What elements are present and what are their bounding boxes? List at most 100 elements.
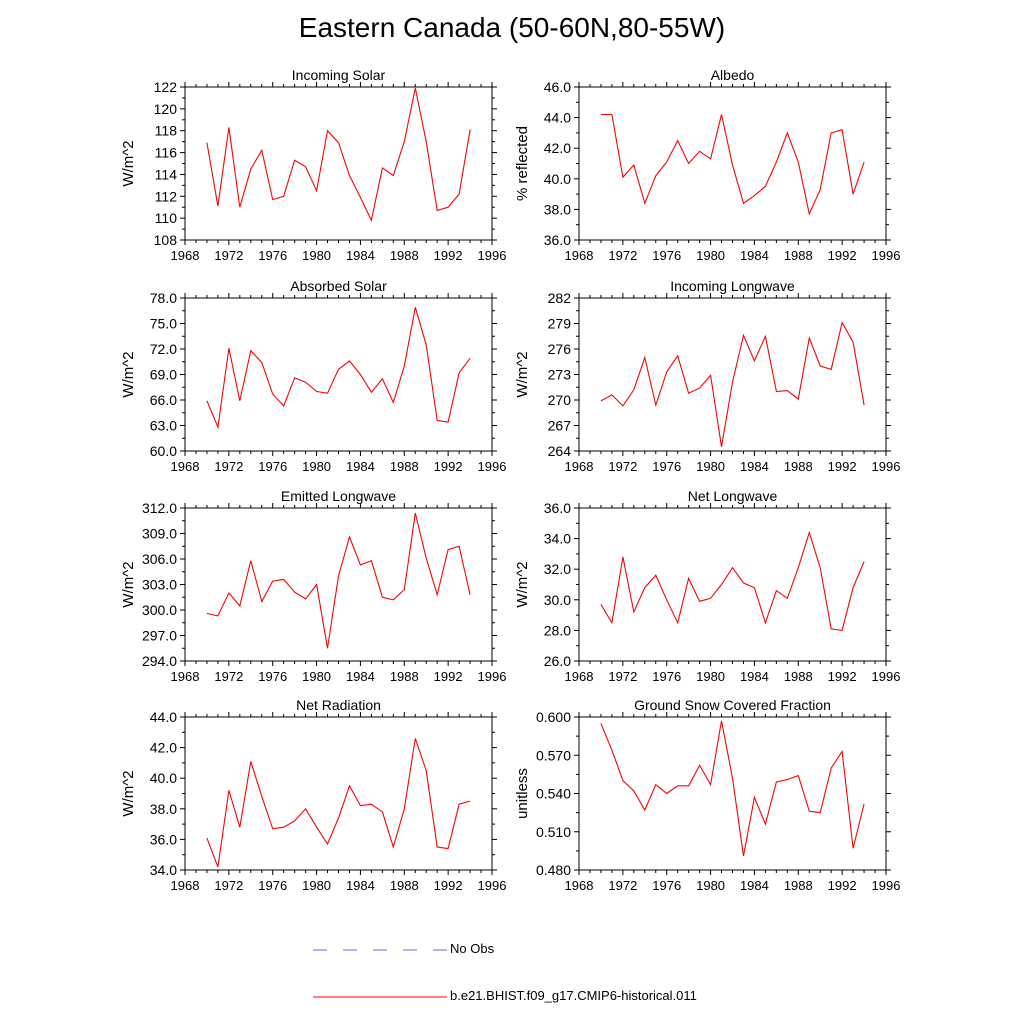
chart-panel: Emitted Longwave W/m^2 1968 1972 1976 1980 198… xyxy=(120,488,506,684)
y-tick-label: 303.0 xyxy=(142,577,177,593)
chart-panel: Absorbed Solar W/m^2 1968 1972 1976 1980 1984 1… xyxy=(120,278,506,474)
x-tick-label: 1992 xyxy=(434,669,463,684)
x-tick-label: 1968 xyxy=(171,459,200,474)
chart-panel: Net Radiation W/m^2 1968 1972 1976 1980 1984 19… xyxy=(120,697,506,893)
chart-title: Absorbed Solar xyxy=(290,278,387,294)
y-tick-label: 279 xyxy=(548,316,572,332)
x-tick-label: 1984 xyxy=(346,459,375,474)
y-tick-label: 36.0 xyxy=(544,232,571,248)
y-tick-label: 120 xyxy=(154,101,178,117)
y-tick-label: 40.0 xyxy=(544,171,571,187)
chart-title: Incoming Solar xyxy=(292,67,386,83)
series-line xyxy=(206,738,471,868)
series-line xyxy=(600,321,865,447)
y-tick-label: 72.0 xyxy=(150,341,177,357)
x-tick-label: 1972 xyxy=(214,878,243,893)
chart-panel: Net Longwave W/m^2 1968 1972 1976 1980 1984 198… xyxy=(514,488,900,684)
y-axis-label: % reflected xyxy=(514,126,531,201)
y-tick-label: 60.0 xyxy=(150,443,177,459)
y-tick-label: 42.0 xyxy=(544,140,571,156)
x-tick-label: 1992 xyxy=(828,248,857,263)
y-tick-label: 306.0 xyxy=(142,551,177,567)
x-tick-label: 1996 xyxy=(872,459,901,474)
chart-panel: Incoming Solar W/m^2 1968 1972 1976 1980 1984 1… xyxy=(120,67,506,263)
x-tick-label: 1976 xyxy=(652,669,681,684)
y-tick-label: 34.0 xyxy=(150,862,177,878)
y-tick-label: 110 xyxy=(155,210,178,226)
x-tick-label: 1988 xyxy=(390,669,419,684)
y-tick-label: 122 xyxy=(154,79,178,95)
x-tick-label: 1972 xyxy=(608,248,637,263)
y-tick-label: 276 xyxy=(548,341,572,357)
x-tick-label: 1980 xyxy=(302,459,331,474)
chart-title: Net Longwave xyxy=(688,488,778,504)
x-tick-label: 1984 xyxy=(740,669,769,684)
y-tick-label: 118 xyxy=(155,123,178,139)
x-tick-label: 1968 xyxy=(171,878,200,893)
chart-title: Albedo xyxy=(711,67,755,83)
y-tick-label: 32.0 xyxy=(544,561,571,577)
x-tick-label: 1968 xyxy=(171,669,200,684)
y-tick-label: 44.0 xyxy=(150,709,177,725)
legend-obs-label: No Obs xyxy=(450,941,495,956)
plot-frame xyxy=(184,86,493,241)
x-tick-label: 1980 xyxy=(696,248,725,263)
y-tick-label: 297.0 xyxy=(142,628,177,644)
plot-frame xyxy=(184,507,493,662)
y-axis-label: W/m^2 xyxy=(120,351,137,397)
figure-title: Eastern Canada (50-60N,80-55W) xyxy=(298,12,726,43)
x-tick-label: 1988 xyxy=(784,878,813,893)
x-tick-label: 1992 xyxy=(434,248,463,263)
chart-title: Emitted Longwave xyxy=(281,488,396,504)
y-tick-label: 69.0 xyxy=(150,367,177,383)
x-tick-label: 1968 xyxy=(171,248,200,263)
x-tick-label: 1988 xyxy=(390,459,419,474)
x-tick-label: 1984 xyxy=(740,248,769,263)
x-tick-label: 1968 xyxy=(565,459,594,474)
legend-model-label: b.e21.BHIST.f09_g17.CMIP6-historical.011 xyxy=(450,988,697,1003)
x-tick-label: 1988 xyxy=(784,669,813,684)
y-tick-label: 40.0 xyxy=(150,770,177,786)
y-tick-label: 28.0 xyxy=(544,622,571,638)
x-tick-label: 1992 xyxy=(434,878,463,893)
y-axis-label: unitless xyxy=(514,768,531,819)
chart-title: Incoming Longwave xyxy=(670,278,795,294)
y-tick-label: 264 xyxy=(548,443,572,459)
legend-lines xyxy=(313,949,447,998)
y-tick-label: 44.0 xyxy=(544,110,571,126)
y-tick-label: 0.600 xyxy=(536,709,571,725)
plot-frame xyxy=(578,297,887,452)
y-tick-label: 0.480 xyxy=(536,862,571,878)
x-tick-label: 1992 xyxy=(828,669,857,684)
x-tick-label: 1992 xyxy=(828,878,857,893)
y-tick-label: 30.0 xyxy=(544,592,571,608)
x-tick-label: 1980 xyxy=(696,669,725,684)
chart-panel: Incoming Longwave W/m^2 1968 1972 1976 1980 19… xyxy=(514,278,900,474)
x-tick-label: 1984 xyxy=(740,459,769,474)
plot-frame xyxy=(184,716,493,871)
y-axis-label: W/m^2 xyxy=(514,351,531,397)
series-line xyxy=(206,87,471,222)
x-tick-label: 1968 xyxy=(565,878,594,893)
x-tick-label: 1988 xyxy=(784,459,813,474)
x-tick-label: 1972 xyxy=(608,878,637,893)
x-tick-label: 1996 xyxy=(872,878,901,893)
x-tick-label: 1996 xyxy=(872,669,901,684)
chart-panel: Albedo % reflected 1968 1972 1976 1980 1984 198… xyxy=(514,67,900,263)
y-tick-label: 282 xyxy=(548,290,572,306)
y-tick-label: 309.0 xyxy=(142,526,177,542)
x-tick-label: 1972 xyxy=(214,669,243,684)
y-axis-label: W/m^2 xyxy=(120,561,137,607)
x-tick-label: 1980 xyxy=(696,878,725,893)
y-axis-label: W/m^2 xyxy=(514,561,531,607)
x-tick-label: 1972 xyxy=(214,459,243,474)
chart-title: Net Radiation xyxy=(296,697,381,713)
x-tick-label: 1976 xyxy=(652,248,681,263)
y-tick-label: 112 xyxy=(155,188,178,204)
series-line xyxy=(600,720,865,857)
x-tick-label: 1980 xyxy=(302,248,331,263)
y-tick-label: 270 xyxy=(548,392,572,408)
y-tick-label: 114 xyxy=(155,166,178,182)
y-tick-label: 116 xyxy=(155,145,178,161)
y-axis-label: W/m^2 xyxy=(120,140,137,186)
